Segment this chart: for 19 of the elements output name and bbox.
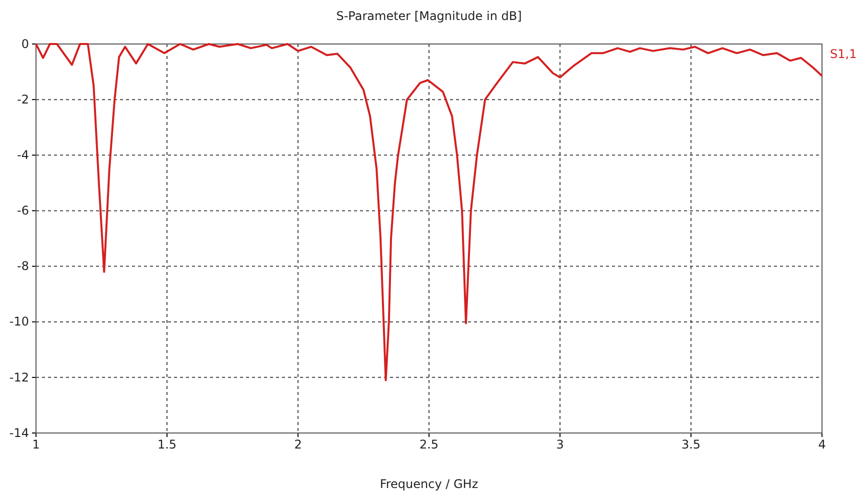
x-tick-label: 2.5 — [419, 438, 439, 452]
y-tick-label: -14 — [9, 426, 29, 440]
y-tick-label: -10 — [9, 314, 29, 329]
y-tick-label: 0 — [21, 36, 29, 51]
x-tick-label: 4 — [818, 438, 826, 452]
line-series — [35, 43, 823, 382]
y-tick-label: -12 — [9, 370, 29, 384]
x-tick-label: 3 — [556, 438, 564, 452]
x-tick-label: 2 — [294, 438, 302, 452]
x-axis-title: Frequency / GHz — [380, 477, 478, 491]
x-tick-label: 1 — [32, 438, 40, 452]
y-tick-label: -6 — [17, 204, 29, 218]
y-tick-label: -2 — [17, 92, 29, 106]
x-tick-label: 1.5 — [157, 438, 177, 452]
y-tick-label: -8 — [17, 259, 29, 274]
series-label: S1,1 — [830, 46, 857, 61]
x-tick-label: 3.5 — [681, 438, 701, 452]
chart-title: S-Parameter [Magnitude in dB] — [336, 9, 522, 23]
y-tick-label: -4 — [17, 148, 29, 162]
